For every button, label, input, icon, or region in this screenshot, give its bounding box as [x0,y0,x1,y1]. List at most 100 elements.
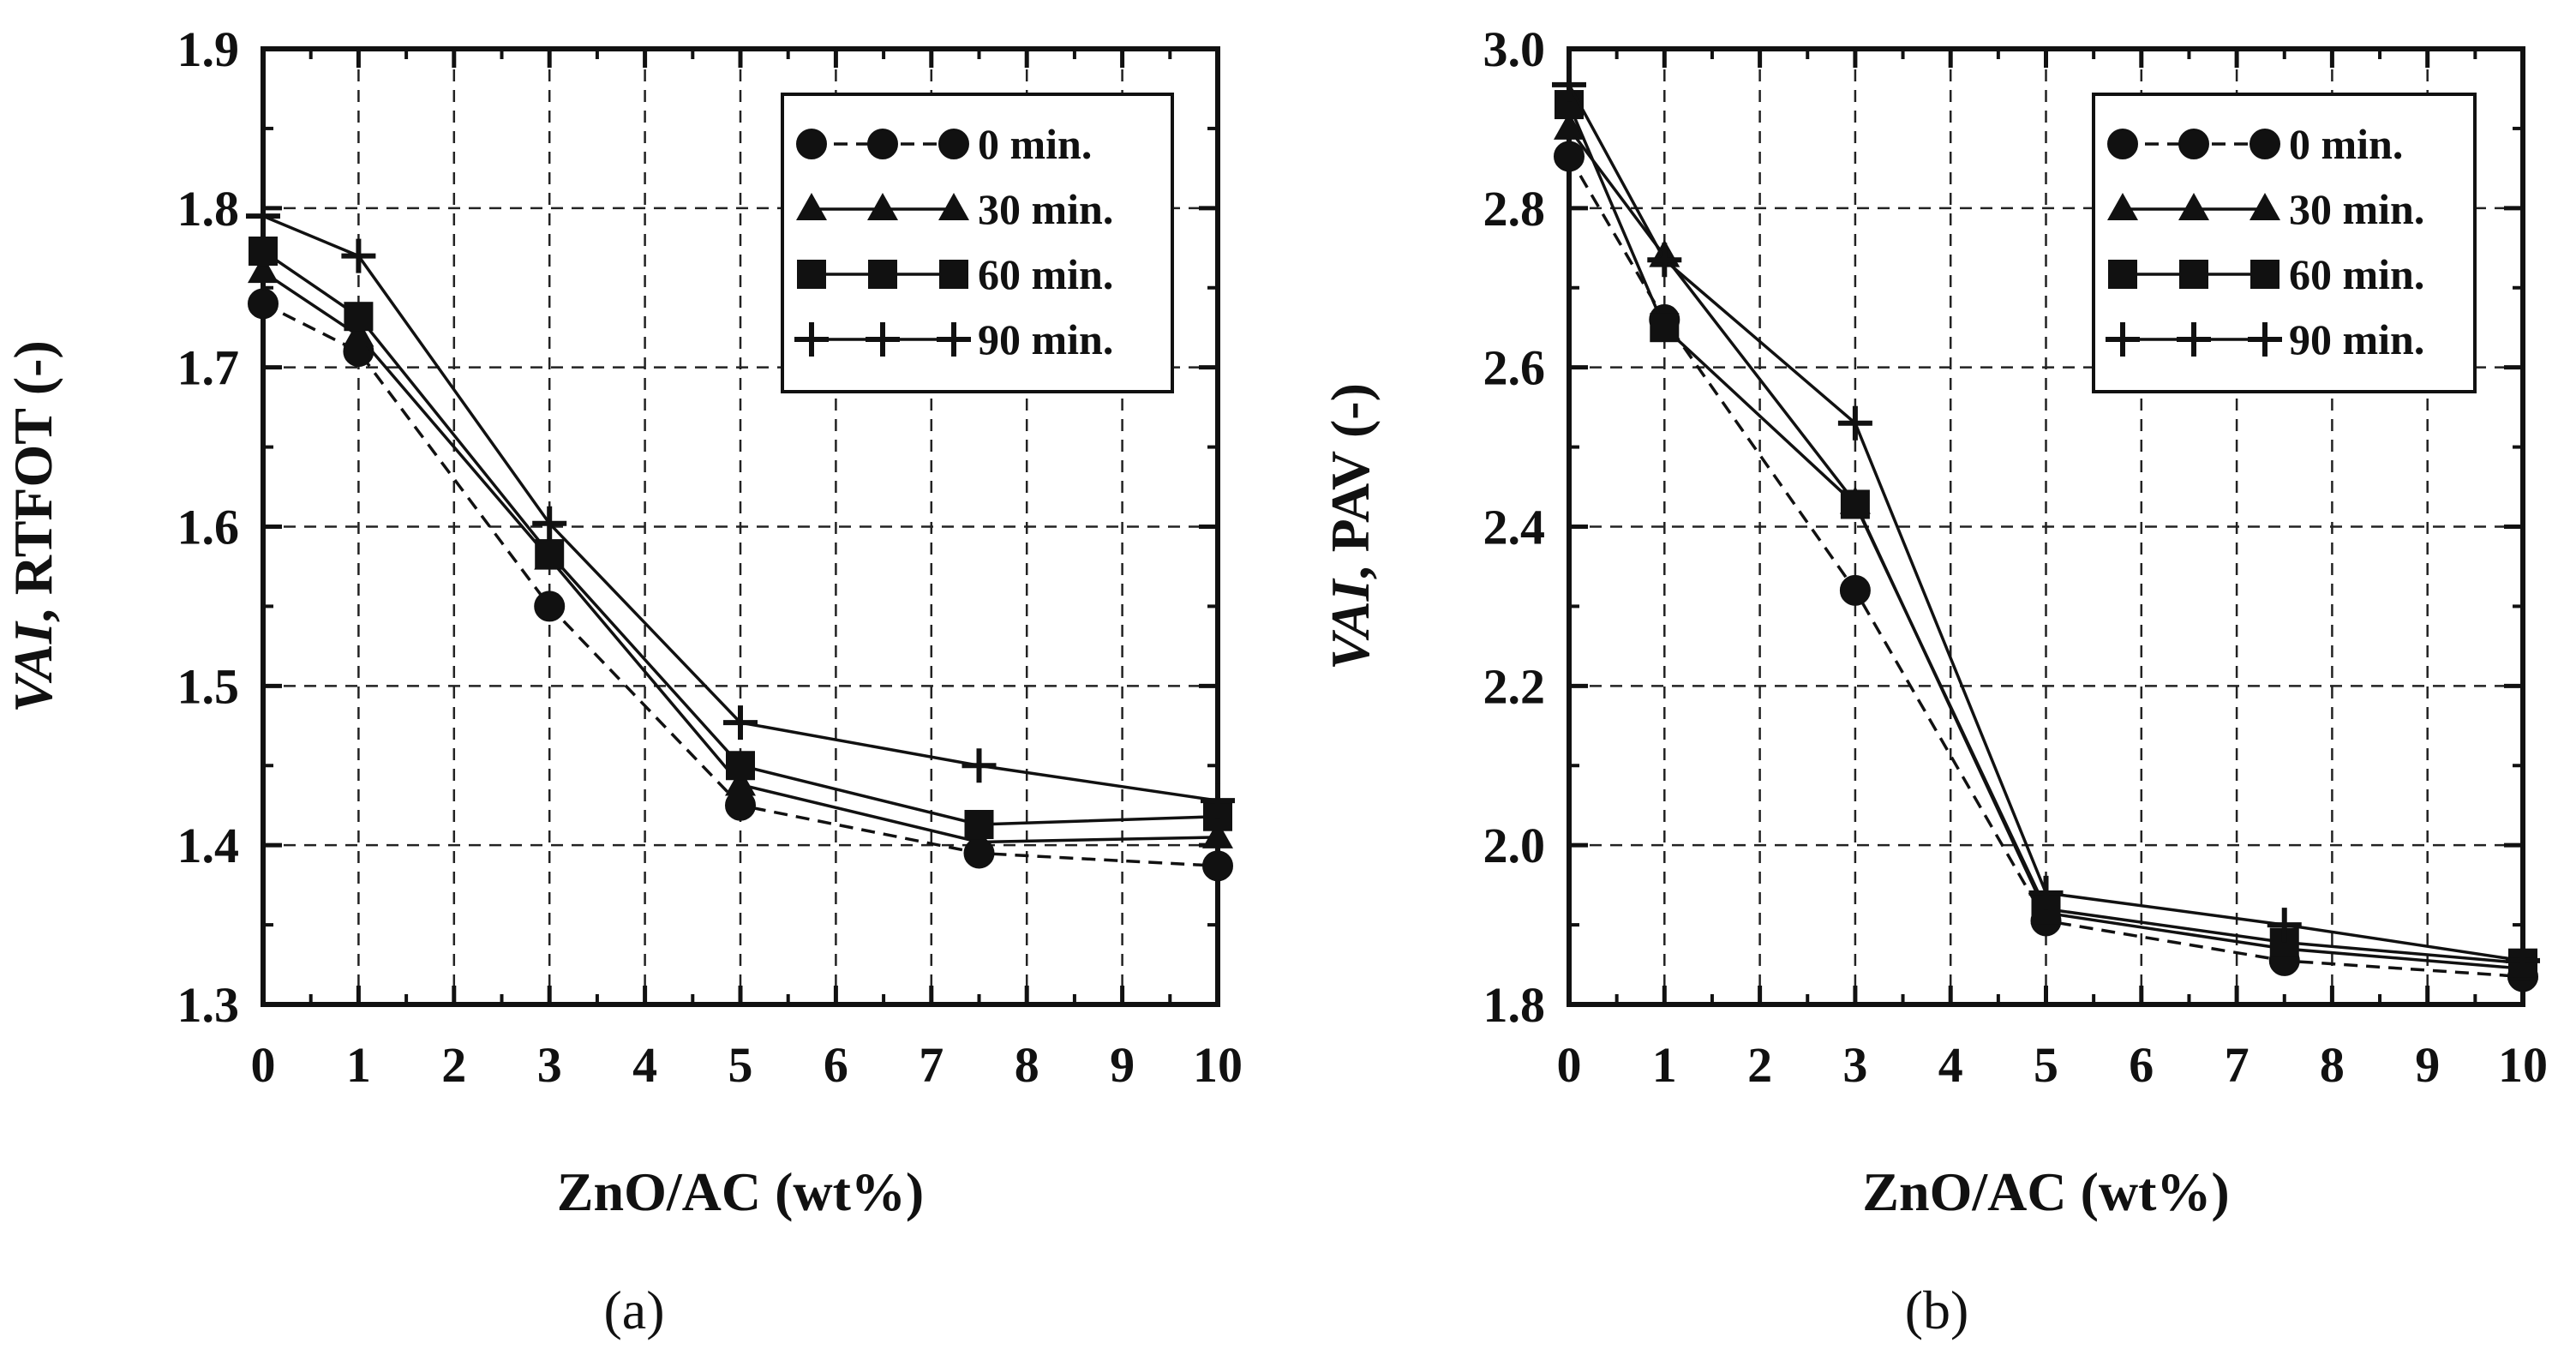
y-tick-label: 1.6 [177,500,240,555]
y-tick-label: 1.8 [177,181,240,237]
legend-label: 60 min. [2289,250,2424,298]
series-line [1567,104,2524,965]
legend-marker [2108,260,2137,289]
data-point [2028,875,2064,910]
y-tick-label: 1.7 [177,340,240,396]
data-point [535,539,565,569]
x-tick-label: 5 [2034,1037,2058,1093]
legend-marker [866,322,900,357]
series-line [1567,83,2524,962]
x-tick-label: 1 [1652,1037,1677,1093]
legend-marker [797,260,826,289]
data-point [2267,908,2302,943]
y-tick-label: 1.9 [177,21,240,77]
data-point [1201,783,1235,818]
legend-label: 30 min. [2289,185,2424,233]
y-axis-label-rest: , PAV (-) [1320,383,1381,579]
x-tick-label: 4 [1938,1037,1963,1093]
data-point [343,319,374,347]
series-line [262,214,1219,802]
y-tick-label: 1.8 [1483,977,1546,1033]
legend-label: 90 min. [978,315,1113,363]
data-point [964,810,994,840]
x-tick-label: 2 [1747,1037,1772,1093]
legend-marker [867,129,898,159]
legend-marker [938,193,969,220]
data-point [344,302,374,332]
series-line [262,270,1219,844]
x-tick-label: 8 [1015,1037,1039,1093]
x-axis-label: ZnO/AC (wt%) [557,1161,924,1222]
data-point [1202,850,1233,882]
legend-marker [867,193,898,220]
series-90min-min [246,199,1235,818]
data-point [1554,141,1585,172]
y-tick-label: 1.3 [177,977,240,1033]
legend-marker [2177,322,2211,357]
legend-marker [938,129,969,159]
x-tick-label: 2 [441,1037,466,1093]
chart-panel-a: 0 1 2 3 4 5 6 7 8 9 10 1.3 1.4 1.5 1.6 1.7 1.8 1.9 ZnO/AC … [3,21,1243,1340]
legend-marker [796,193,827,220]
panel-caption: (a) [603,1280,664,1340]
data-point [1647,243,1682,278]
x-tick-label: 0 [1557,1037,1582,1093]
x-tick-label: 1 [346,1037,371,1093]
data-point [246,199,280,234]
data-point [725,768,756,796]
y-axis-label-italic: VAI [1320,578,1381,670]
data-point [726,751,755,781]
legend-label: 30 min. [978,185,1113,233]
data-point [1840,489,1870,519]
series-line [262,302,1219,868]
data-point [1837,405,1872,441]
legend-marker [868,260,897,289]
chart-panel-b: 0 1 2 3 4 5 6 7 8 9 10 1.8 2.0 2.2 2.4 2.6 2.8 3.0 ZnO/AC … [1320,21,2548,1340]
legend-label: 60 min. [978,250,1113,298]
x-tick-label: 8 [2320,1037,2345,1093]
y-axis-label-italic: VAI [3,621,63,713]
legend-label: 90 min. [2289,315,2424,363]
y-tick-label: 3.0 [1483,21,1546,77]
series-90min-min [1552,67,2540,978]
data-point [532,506,567,541]
y-tick-label: 2.6 [1483,340,1546,396]
x-tick-label: 7 [2225,1037,2250,1093]
legend-marker [2178,193,2209,220]
data-point [248,288,279,320]
legend-marker [2250,260,2279,289]
legend-marker [2250,193,2280,220]
panel-caption: (b) [1905,1280,1969,1340]
data-point [723,705,758,740]
x-tick-label: 5 [728,1037,753,1093]
y-axis-label: VAI, RTFOT (-) [3,340,63,713]
legend-marker [2107,193,2138,220]
data-point [249,237,278,267]
x-tick-label: 0 [251,1037,276,1093]
series-60min-min [249,237,1232,840]
data-point [341,238,376,273]
data-point [1554,111,1585,140]
x-tick-label: 4 [632,1037,657,1093]
legend-label: 0 min. [2289,120,2403,168]
x-tick-label: 7 [919,1037,944,1093]
x-tick-label: 10 [1193,1037,1243,1093]
legend-marker [2179,260,2208,289]
legend-marker [2248,322,2282,357]
y-tick-label: 2.0 [1483,818,1546,873]
legend-marker [2250,129,2280,159]
x-tick-label: 9 [1110,1037,1135,1093]
x-tick-label: 6 [824,1037,848,1093]
legend-marker [2178,129,2209,159]
y-tick-label: 1.4 [177,818,240,873]
data-point [1552,67,1586,102]
x-tick-label: 6 [2129,1037,2154,1093]
data-point [1202,820,1233,848]
legend-label: 0 min. [978,120,1092,168]
series-line [262,249,1219,826]
x-tick-label: 9 [2415,1037,2440,1093]
y-tick-label: 2.8 [1483,181,1546,237]
legend-marker [937,322,971,357]
data-point [534,591,566,622]
